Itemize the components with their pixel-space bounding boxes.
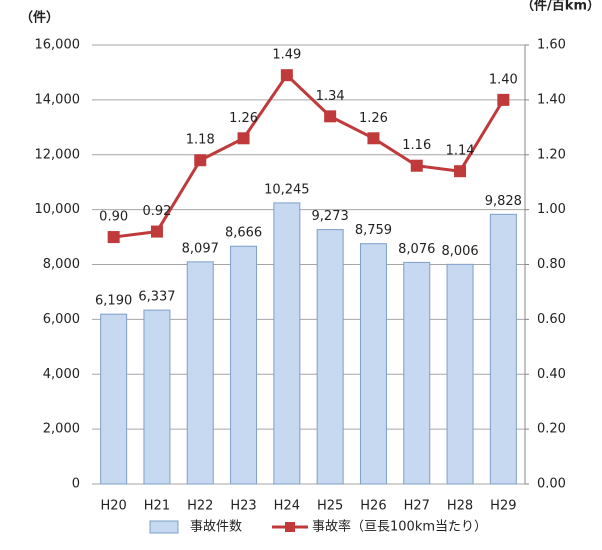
- y-axis-title: （件）: [20, 10, 59, 26]
- line-value-label: 1.16: [402, 138, 431, 153]
- bar: [186, 261, 214, 485]
- x-tick-label: H22: [187, 499, 213, 514]
- bar: [489, 213, 517, 485]
- x-tick-label: H20: [100, 499, 126, 514]
- bar-value-label: 6,337: [138, 290, 175, 305]
- y-tick-label: 10,000: [35, 202, 81, 217]
- y-tick-label: 8,000: [43, 257, 80, 272]
- bar: [403, 261, 431, 485]
- y-tick-label: 12,000: [35, 147, 81, 162]
- bar-value-label: 8,076: [398, 242, 435, 257]
- bar: [100, 313, 128, 485]
- line-marker: [107, 231, 120, 244]
- line: [113, 72, 505, 239]
- bar-value-label: 9,273: [312, 209, 349, 224]
- bar-value-label: 6,190: [95, 294, 132, 309]
- y2-tick-label: 1.20: [537, 147, 566, 162]
- line-value-label: 1.26: [229, 111, 258, 126]
- line-value-label: 1.14: [446, 144, 475, 159]
- legend-marker: [285, 522, 296, 532]
- bar-value-label: 8,097: [182, 241, 219, 256]
- bar-value-label: 10,245: [264, 182, 310, 197]
- y2-tick-label: 1.00: [537, 202, 566, 217]
- y2-tick-label: 0.80: [537, 257, 566, 272]
- y-tick-label: 0: [72, 477, 80, 492]
- line-marker: [324, 110, 337, 123]
- line-marker: [497, 93, 510, 106]
- bar: [143, 309, 171, 485]
- line-value-label: 1.26: [359, 111, 388, 126]
- y-tick-label: 2,000: [43, 422, 80, 437]
- legend-label: 事故件数: [190, 520, 242, 535]
- x-tick-label: H28: [447, 499, 473, 514]
- y2-tick-label: 1.60: [537, 38, 566, 53]
- y2-tick-label: 0.20: [537, 422, 566, 437]
- legend-label: 事故率（亘長100km当たり）: [312, 519, 487, 535]
- x-tick-label: H27: [404, 499, 430, 514]
- y2-tick-label: 1.40: [537, 92, 566, 107]
- legend-swatch: [149, 520, 179, 534]
- line-marker: [194, 154, 207, 167]
- line-marker: [237, 132, 250, 145]
- line-marker: [280, 69, 293, 82]
- line-value-label: 0.90: [99, 210, 128, 225]
- x-tick-label: H21: [144, 499, 170, 514]
- line-value-label: 1.18: [186, 133, 215, 148]
- y-tick-label: 16,000: [35, 38, 81, 53]
- x-tick-label: H23: [230, 499, 256, 514]
- x-tick-label: H24: [274, 499, 300, 514]
- y-tick-label: 14,000: [35, 92, 81, 107]
- x-tick-label: H25: [317, 499, 343, 514]
- bar-value-label: 8,759: [355, 223, 392, 238]
- line-value-label: 1.34: [316, 89, 345, 104]
- line-value-label: 0.92: [142, 204, 171, 219]
- y2-axis-title: （件/百km）: [521, 0, 600, 14]
- line-marker: [454, 165, 467, 178]
- bar: [316, 229, 344, 485]
- bar-value-label: 8,006: [441, 244, 478, 259]
- x-tick-label: H26: [360, 499, 386, 514]
- bar: [446, 263, 474, 485]
- bar: [273, 202, 301, 485]
- x-tick-label: H29: [490, 499, 516, 514]
- line-value-label: 1.49: [272, 48, 301, 63]
- line-value-label: 1.40: [489, 72, 518, 87]
- y2-tick-label: 0.60: [537, 312, 566, 327]
- y2-tick-label: 0.40: [537, 367, 566, 382]
- y-tick-label: 6,000: [43, 312, 80, 327]
- bar: [359, 243, 387, 485]
- line-marker: [367, 132, 380, 145]
- line-marker: [410, 159, 423, 172]
- y2-tick-label: 0.00: [537, 477, 566, 492]
- bar-value-label: 9,828: [485, 194, 522, 209]
- bar-value-label: 8,666: [225, 226, 262, 241]
- bar: [230, 245, 258, 485]
- y-tick-label: 4,000: [43, 367, 80, 382]
- line-marker: [150, 225, 163, 238]
